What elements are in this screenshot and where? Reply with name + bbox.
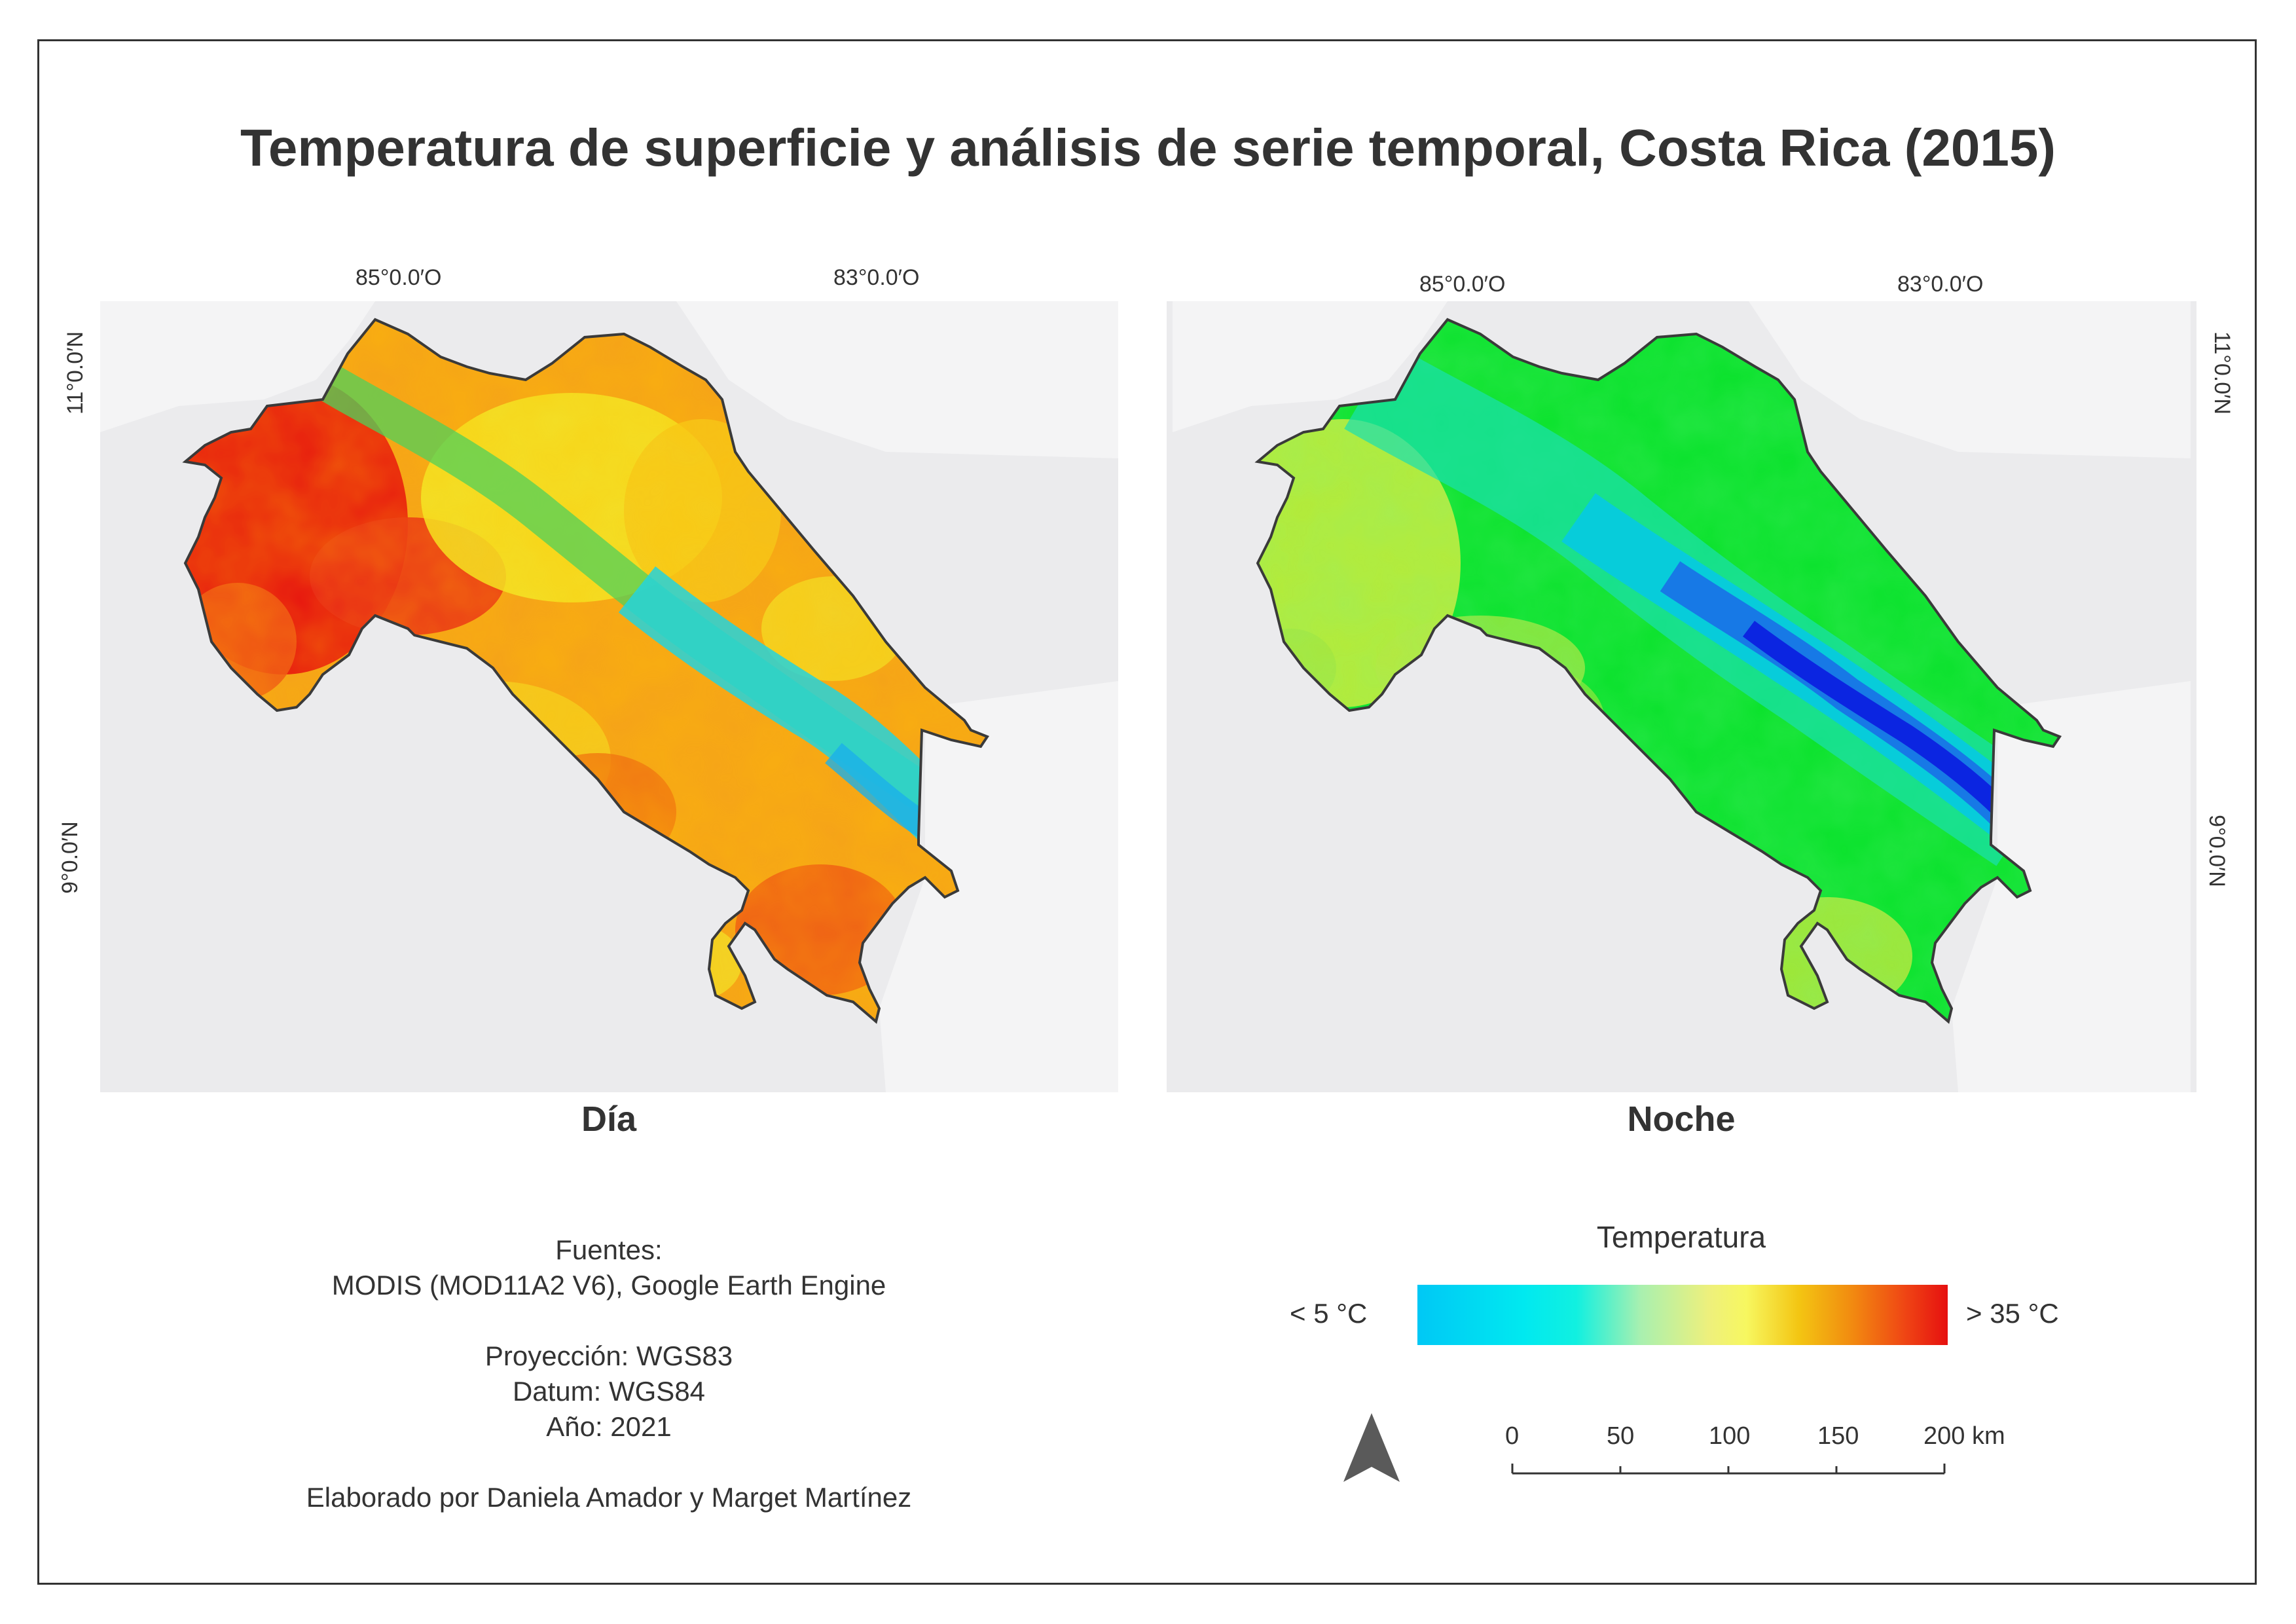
legend-title: Temperatura — [1596, 1220, 1766, 1254]
year-text: Año: 2021 — [546, 1411, 672, 1442]
projection-text: Proyección: WGS83 — [484, 1340, 733, 1371]
coord-lat-north-left: 11°0.0′N — [63, 331, 88, 415]
coord-lat-south-right: 9°0.0′N — [2204, 815, 2229, 887]
day-map-label: Día — [581, 1099, 637, 1139]
datum-text: Datum: WGS84 — [512, 1376, 706, 1407]
spacer — [216, 1303, 1002, 1338]
day-map-graphic — [100, 301, 1118, 1092]
scale-tick-200: 200 km — [1923, 1422, 2005, 1450]
sources-block: Fuentes: MODIS (MOD11A2 V6), Google Eart… — [216, 1232, 1002, 1515]
scale-tick-100: 100 — [1709, 1422, 1751, 1450]
coord-lat-south-left: 9°0.0′N — [57, 821, 82, 894]
night-map-label: Noche — [1627, 1099, 1736, 1139]
sources-heading: Fuentes: — [555, 1234, 663, 1265]
author-credit: Elaborado por Daniela Amador y Marget Ma… — [306, 1482, 912, 1513]
page-title: Temperatura de superficie y análisis de … — [240, 119, 2056, 177]
coord-lat-north-right: 11°0.0′N — [2210, 331, 2235, 415]
coord-lon-east-left: 83°0.0′O — [833, 265, 920, 290]
sources-data: MODIS (MOD11A2 V6), Google Earth Engine — [331, 1270, 886, 1301]
night-map[interactable] — [1167, 301, 2196, 1092]
night-map-graphic — [1173, 301, 2191, 1092]
temperature-color-ramp — [1417, 1285, 1948, 1345]
scale-tick-0: 0 — [1505, 1422, 1520, 1450]
map-frame — [37, 39, 2257, 1585]
coord-lon-west-left: 85°0.0′O — [355, 265, 442, 290]
legend-max-label: > 35 °C — [1966, 1298, 2059, 1329]
coord-lon-west-right: 85°0.0′O — [1419, 272, 1506, 297]
coord-lon-east-right: 83°0.0′O — [1897, 272, 1984, 297]
day-map[interactable] — [100, 301, 1118, 1092]
spacer — [216, 1445, 1002, 1480]
legend-min-label: < 5 °C — [1290, 1298, 1368, 1329]
scale-bar — [1511, 1464, 1946, 1475]
scale-tick-50: 50 — [1607, 1422, 1635, 1450]
north-arrow-icon — [1343, 1413, 1400, 1482]
scale-tick-150: 150 — [1817, 1422, 1859, 1450]
